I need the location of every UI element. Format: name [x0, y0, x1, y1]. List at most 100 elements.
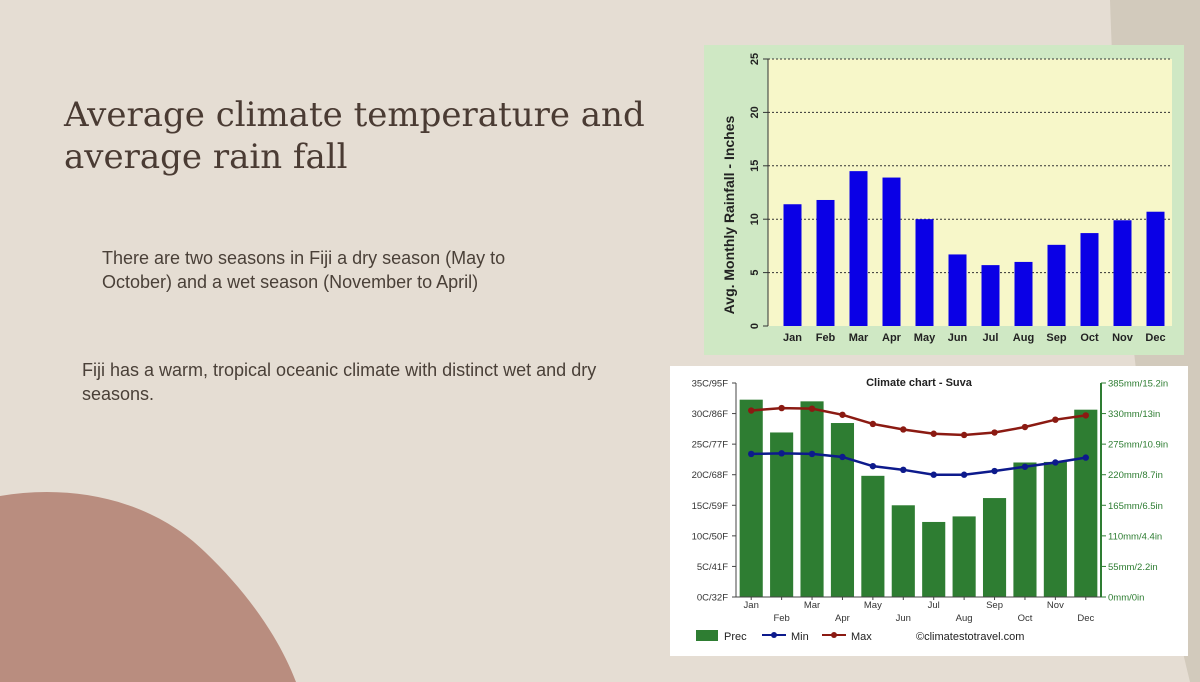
suva-min-point	[808, 450, 816, 458]
suva-left-tick-label: 20C/68F	[692, 470, 729, 481]
suva-left-tick-label: 30C/86F	[692, 409, 729, 420]
suva-prec-bar	[922, 521, 946, 597]
suva-max-point	[900, 426, 907, 433]
rainfall-bar	[1146, 211, 1165, 326]
rainfall-x-tick-label: Oct	[1080, 332, 1099, 344]
suva-min-point	[900, 466, 907, 474]
suva-right-tick-label: 385mm/15.2in	[1108, 379, 1168, 390]
suva-left-tick-label: 15C/59F	[692, 501, 729, 512]
suva-min-point	[869, 462, 877, 470]
accent-blob	[0, 492, 296, 682]
suva-min-line	[751, 452, 1086, 476]
suva-temperature-lines	[748, 404, 1089, 478]
legend-min-label: Min	[791, 631, 809, 643]
suva-right-tick-label: 275mm/10.9in	[1108, 440, 1168, 451]
suva-x-tick-label: Mar	[804, 600, 820, 611]
rainfall-x-tick-label: Jan	[783, 332, 802, 344]
suva-right-tick-label: 165mm/6.5in	[1108, 501, 1163, 512]
suva-climate-chart-svg: Climate chart - Suva 0C/32F 5C/41F 10C/50F…	[692, 377, 1169, 643]
rainfall-y-tick-label: 15	[749, 160, 761, 172]
suva-x-tick-label: Sep	[986, 600, 1003, 611]
suva-left-tick-label: 35C/95F	[692, 379, 729, 390]
suva-x-tick-label: Feb	[773, 613, 789, 624]
suva-chart-credit: ©climatestotravel.com	[916, 631, 1024, 643]
rainfall-bar	[882, 177, 901, 326]
suva-left-tick-label: 25C/77F	[692, 440, 729, 451]
suva-max-point	[748, 407, 755, 414]
suva-min-point	[1082, 454, 1089, 461]
suva-x-ticks: Jan Feb Mar Apr May Jun Jul Aug Sep Oct Nov Dec	[744, 597, 1094, 624]
suva-x-tick-label: Dec	[1077, 613, 1094, 624]
suva-prec-bar	[952, 516, 976, 597]
seasons-paragraph: There are two seasons in Fiji a dry seas…	[102, 248, 506, 292]
legend-min-marker	[771, 632, 777, 638]
suva-right-tick-label: 220mm/8.7in	[1108, 470, 1163, 481]
rainfall-bar	[948, 254, 967, 326]
rainfall-x-tick-label: May	[914, 332, 936, 344]
suva-max-point	[1082, 412, 1089, 419]
suva-max-point	[991, 429, 998, 436]
rainfall-bar	[816, 199, 835, 326]
suva-min-point	[1052, 459, 1059, 466]
rainfall-bar	[1047, 244, 1066, 326]
rainfall-bar	[1014, 261, 1033, 326]
rainfall-gridlines	[768, 58, 1172, 274]
suva-prec-bar	[861, 475, 885, 597]
rainfall-y-tick-label: 10	[749, 213, 761, 225]
suva-climate-chart: Climate chart - Suva 0C/32F 5C/41F 10C/50F…	[670, 366, 1188, 656]
suva-left-tick-label: 10C/50F	[692, 531, 729, 542]
suva-max-point	[869, 420, 877, 428]
suva-prec-bars	[739, 399, 1098, 597]
rainfall-x-tick-label: Sep	[1046, 332, 1066, 344]
rainfall-y-tick-label: 20	[749, 106, 761, 118]
rainfall-y-tick-label: 5	[749, 270, 761, 276]
suva-max-line	[751, 406, 1086, 437]
suva-right-tick-label: 0mm/0in	[1108, 593, 1144, 604]
rainfall-x-tick-label: Aug	[1013, 332, 1034, 344]
rainfall-y-ticks: 0 5 10 15 20 25	[749, 53, 768, 329]
suva-max-point	[1021, 423, 1029, 431]
suva-min-point	[778, 450, 785, 457]
rainfall-plot-area	[768, 59, 1172, 326]
rainfall-y-axis-label: Avg. Monthly Rainfall - Inches	[721, 115, 737, 314]
rainfall-bars	[783, 171, 1165, 326]
suva-left-tick-label: 5C/41F	[697, 562, 728, 573]
suva-max-point	[1052, 416, 1059, 423]
rainfall-x-tick-label: Dec	[1145, 332, 1165, 344]
suva-right-tick-label: 55mm/2.2in	[1108, 562, 1158, 573]
rainfall-chart-svg: 0 5 10 15 20 25 Jan Feb Mar Apr May Jun Jul Aug Sep Oc…	[721, 53, 1172, 344]
suva-right-ticks: 0mm/0in 55mm/2.2in 110mm/4.4in 165mm/6.5in 2…	[1101, 379, 1168, 604]
suva-x-tick-label: Nov	[1047, 600, 1064, 611]
suva-right-tick-label: 110mm/4.4in	[1108, 531, 1162, 542]
legend-prec-label: Prec	[724, 631, 747, 643]
suva-min-point	[991, 467, 998, 475]
suva-x-tick-label: Jun	[896, 613, 911, 624]
suva-max-point	[839, 411, 846, 418]
suva-x-tick-label: Jan	[744, 600, 759, 611]
rainfall-x-tick-label: Mar	[849, 332, 869, 344]
suva-min-point	[960, 471, 968, 478]
suva-max-point	[808, 405, 816, 412]
suva-max-point	[778, 404, 785, 412]
suva-legend: Prec Min Max ©climatestotravel.com	[696, 630, 1024, 643]
suva-min-point	[839, 453, 846, 461]
legend-max-marker	[831, 632, 837, 638]
suva-prec-bar	[982, 498, 1007, 597]
suva-x-tick-label: Jul	[928, 600, 940, 611]
suva-min-point	[1021, 463, 1029, 470]
suva-min-point	[748, 450, 755, 458]
suva-min-point	[930, 471, 937, 478]
suva-prec-bar	[891, 505, 915, 597]
rainfall-bar	[981, 265, 1000, 326]
suva-prec-bar	[1043, 461, 1067, 597]
rainfall-x-tick-label: Apr	[882, 332, 902, 344]
suva-prec-bar	[739, 399, 763, 597]
suva-x-tick-label: Oct	[1018, 613, 1033, 624]
rainfall-x-tick-label: Nov	[1112, 332, 1134, 344]
suva-prec-bar	[830, 423, 855, 597]
suva-x-tick-label: May	[864, 600, 882, 611]
rainfall-bar	[1080, 233, 1099, 326]
rainfall-bar	[1113, 220, 1132, 326]
suva-prec-bar	[800, 401, 824, 597]
